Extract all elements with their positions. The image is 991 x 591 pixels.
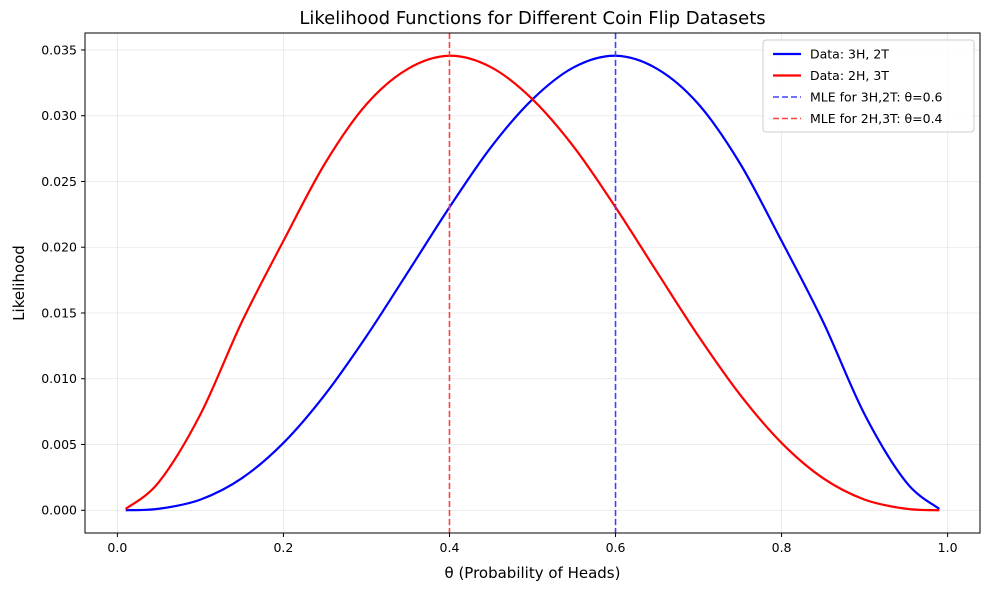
x-axis-ticks: 0.0 0.2 0.4 0.6 0.8 1.0: [107, 533, 958, 555]
y-tick-label: 0.020: [41, 240, 77, 255]
x-tick-label: 0.6: [606, 540, 626, 555]
legend-label: Data: 2H, 3T: [810, 68, 889, 83]
y-tick-label: 0.035: [41, 42, 77, 57]
x-tick-label: 0.0: [107, 540, 127, 555]
x-axis-label: θ (Probability of Heads): [445, 564, 621, 582]
y-tick-label: 0.015: [41, 305, 77, 320]
y-axis-ticks: 0.000 0.005 0.010 0.015 0.020 0.025 0.030 0.035: [41, 42, 85, 518]
y-tick-label: 0.030: [41, 108, 77, 123]
legend: Data: 3H, 2T Data: 2H, 3T MLE for 3H,2T: θ…: [762, 39, 975, 133]
legend-label: Data: 3H, 2T: [810, 47, 889, 62]
legend-label: MLE for 2H,3T: θ=0.4: [810, 111, 943, 126]
y-tick-label: 0.005: [41, 437, 77, 452]
chart-title: Likelihood Functions for Different Coin …: [299, 8, 765, 29]
y-axis-label: Likelihood: [10, 245, 28, 321]
x-tick-label: 1.0: [938, 540, 958, 555]
legend-box: [762, 39, 975, 133]
y-tick-label: 0.010: [41, 371, 77, 386]
plot-area: [124, 33, 941, 533]
x-tick-label: 0.2: [273, 540, 293, 555]
legend-label: MLE for 3H,2T: θ=0.6: [810, 90, 943, 105]
series-line-2: [124, 54, 940, 512]
series-line-1: [125, 54, 941, 512]
x-tick-label: 0.8: [772, 540, 792, 555]
axes-frame: [84, 32, 981, 534]
x-tick-label: 0.4: [440, 540, 460, 555]
y-tick-label: 0.025: [41, 174, 77, 189]
y-tick-label: 0.000: [41, 503, 77, 518]
